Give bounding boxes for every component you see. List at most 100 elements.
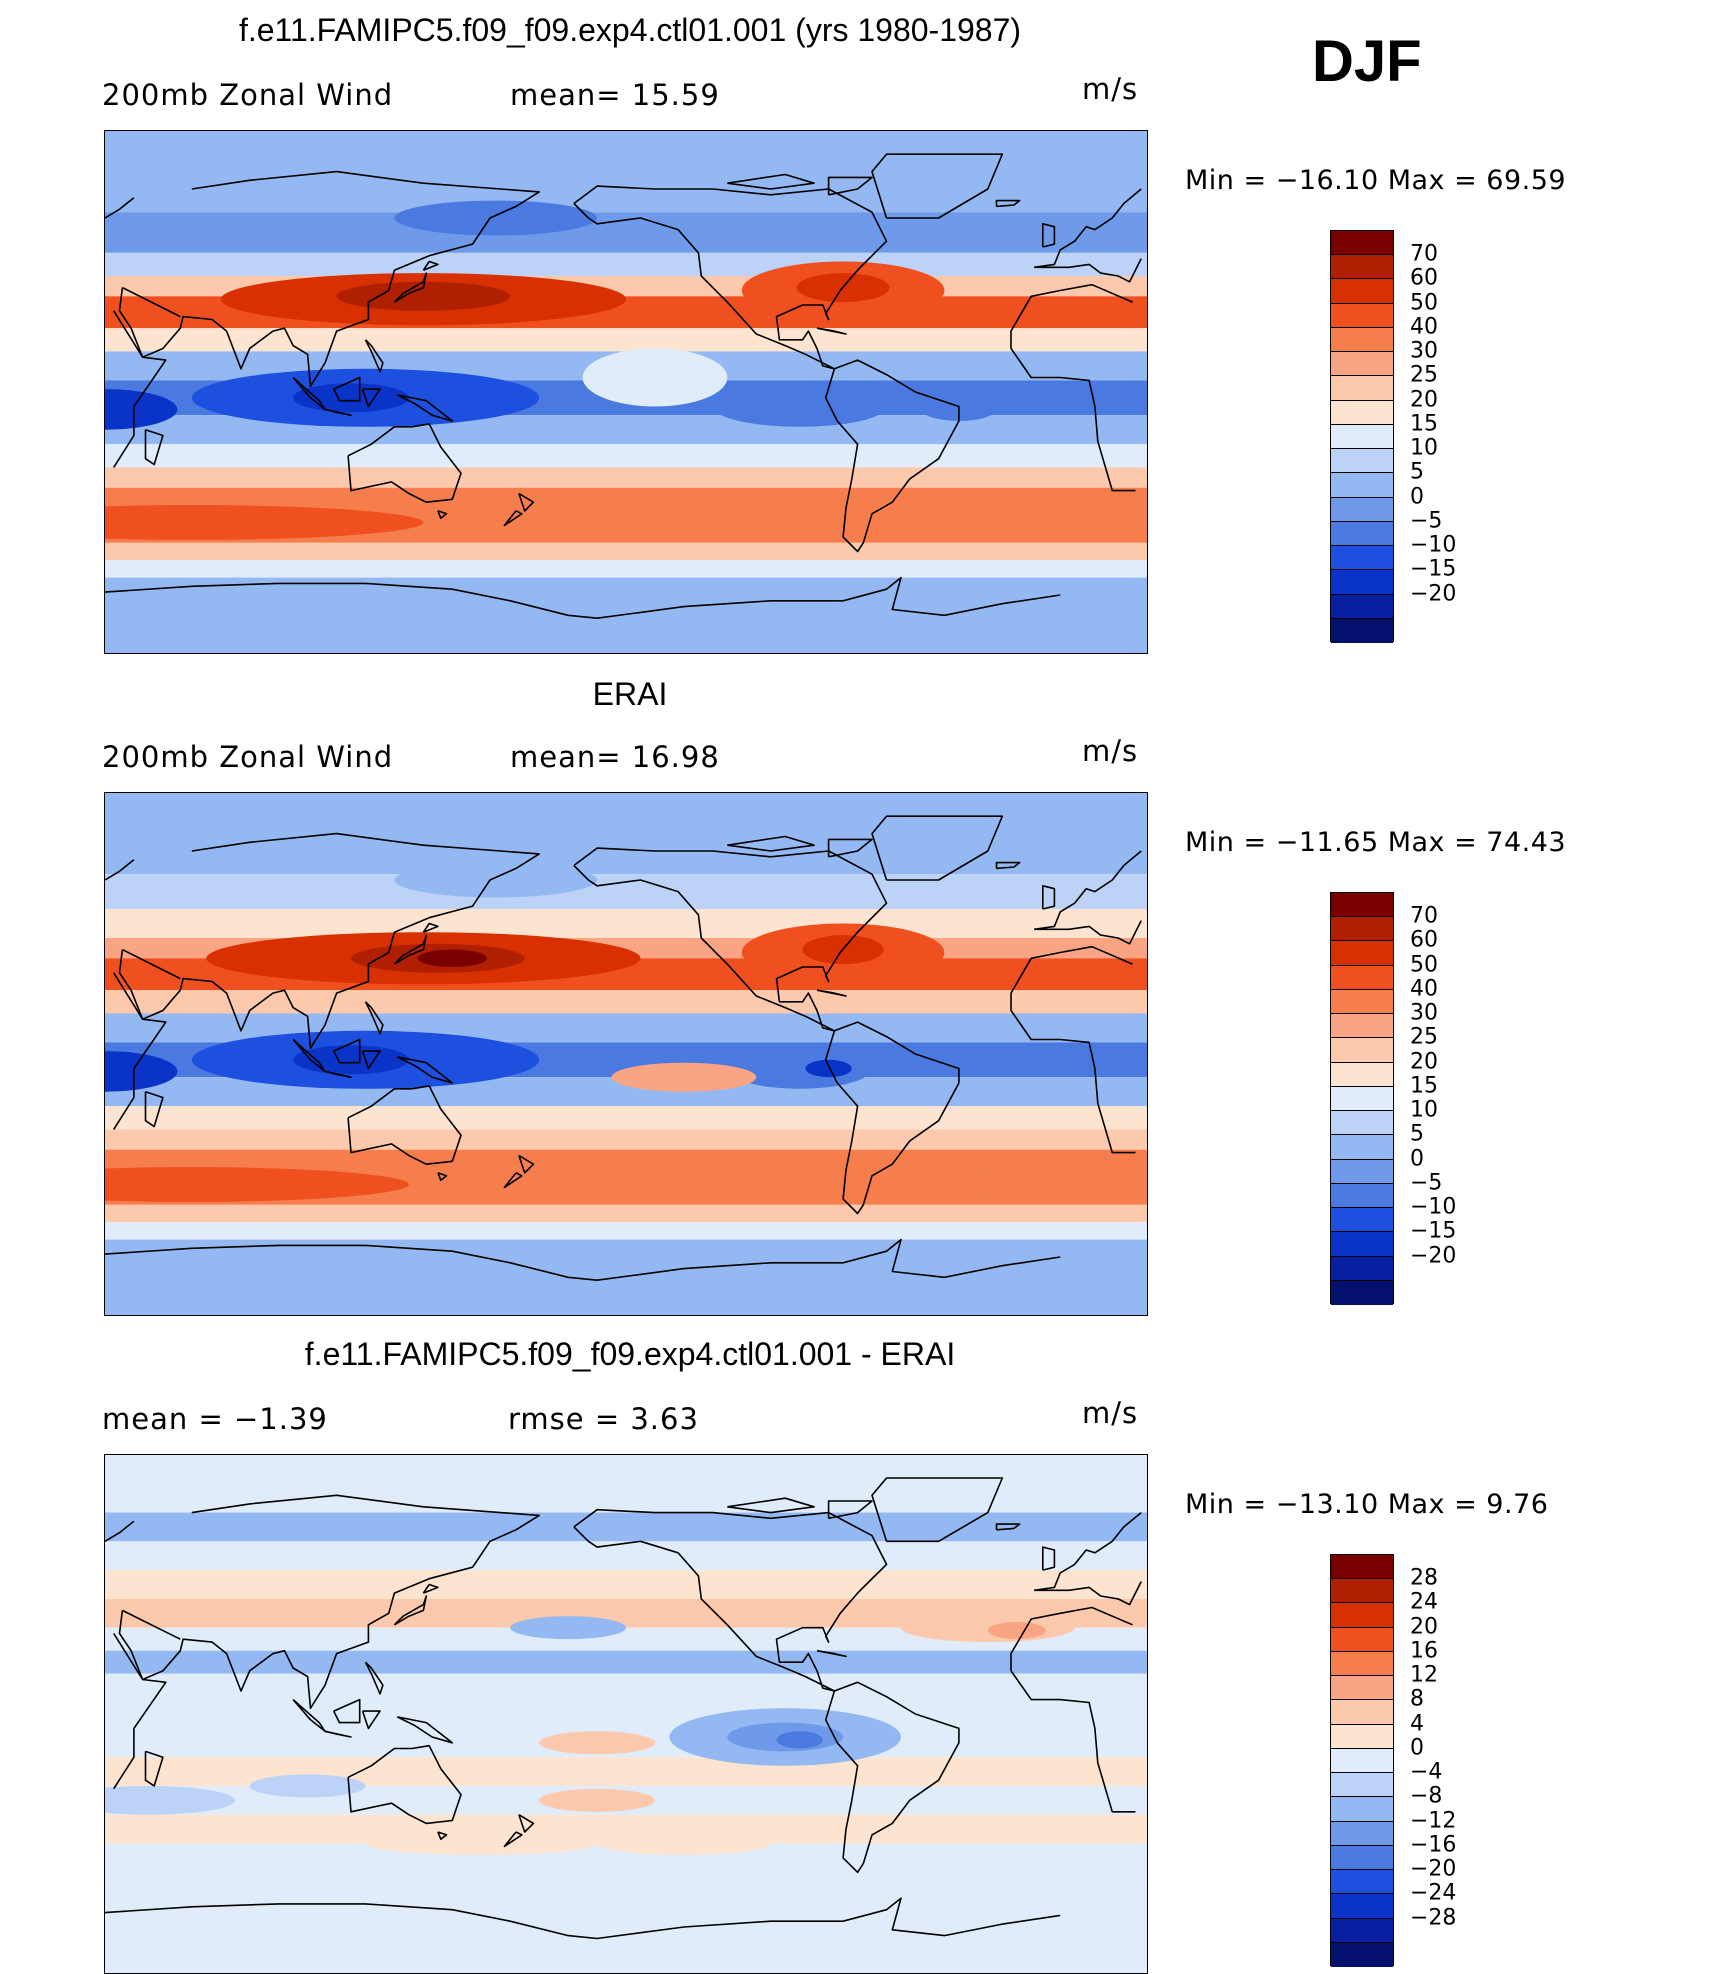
panel2-map <box>104 792 1148 1316</box>
colorbar-tick-label: 30 <box>1410 338 1438 364</box>
panel2-mean: mean= 16.98 <box>510 740 720 774</box>
colorbar-tick-label: 0 <box>1410 1735 1424 1761</box>
coastline <box>518 1814 535 1833</box>
coastline <box>393 272 428 303</box>
contour-region <box>741 505 1032 540</box>
latitude-band <box>105 252 1147 276</box>
colorbar-tick-label: 40 <box>1410 976 1438 1002</box>
panel1-mean: mean= 15.59 <box>510 78 720 112</box>
colorbar-swatch <box>1331 1135 1393 1160</box>
colorbar-swatch <box>1331 1159 1393 1184</box>
colorbar-swatch <box>1331 1651 1393 1677</box>
panel3-rmse: rmse = 3.63 <box>508 1402 699 1436</box>
coastline <box>573 847 888 1032</box>
coastline <box>361 1050 381 1070</box>
colorbar-tick-label: 5 <box>1410 459 1424 485</box>
colorbar-tick-label: 60 <box>1410 265 1438 291</box>
contour-region <box>105 1051 178 1092</box>
colorbar-tick-label: 15 <box>1410 411 1438 437</box>
coastline <box>518 492 535 512</box>
coastline <box>364 1661 384 1695</box>
panel2-variable-label: 200mb Zonal Wind <box>102 740 394 774</box>
colorbar-swatch <box>1331 255 1393 280</box>
colorbar-swatch <box>1331 1676 1393 1701</box>
panel3-title: f.e11.FAMIPC5.f09_f09.exp4.ctl01.001 - E… <box>304 1336 956 1372</box>
latitude-band <box>105 909 1147 938</box>
colorbar-tick-label: 20 <box>1410 1049 1438 1075</box>
colorbar-swatch <box>1331 1821 1393 1846</box>
contour-region <box>776 1731 823 1749</box>
colorbar-swatch <box>1331 1014 1393 1039</box>
coastline <box>437 1172 448 1181</box>
contour-region <box>611 1062 757 1092</box>
panel3-units: m/s <box>1082 1396 1139 1430</box>
colorbar-tick-label: −24 <box>1410 1880 1457 1906</box>
colorbar-swatch <box>1331 570 1393 595</box>
contour-region <box>365 1831 598 1856</box>
coastline <box>105 1511 1142 1606</box>
contour-region <box>394 200 598 236</box>
colorbar-swatch <box>1331 1232 1393 1257</box>
coastline <box>727 835 815 852</box>
contour-region <box>539 1788 655 1812</box>
latitude-band <box>105 874 1147 909</box>
colorbar-tick-label: 0 <box>1410 484 1424 510</box>
panel2-title: ERAI <box>592 676 668 712</box>
colorbar-swatch <box>1331 1038 1393 1063</box>
coastline <box>113 1606 1136 1813</box>
coastline <box>393 1595 428 1626</box>
colorbar-swatch <box>1331 1183 1393 1209</box>
coastline <box>727 173 815 190</box>
panel1-colorbar-labels: 70 60 50 40 30 25 20 15 10 5 0 −5 −10 −15 −20 <box>1410 230 1490 642</box>
panel1-title: f.e11.FAMIPC5.f09_f09.exp4.ctl01.001 (yr… <box>238 12 1022 48</box>
coastline <box>332 1038 361 1064</box>
latitude-band <box>105 1541 1147 1571</box>
season-label: DJF <box>1312 29 1422 94</box>
latitude-band <box>105 1673 1147 1714</box>
latitude-band <box>105 467 1147 488</box>
colorbar-swatch <box>1331 1700 1393 1725</box>
colorbar-swatch <box>1331 1062 1393 1087</box>
colorbar-swatch <box>1331 594 1393 619</box>
contour-region <box>105 389 178 430</box>
panel3-mean: mean = −1.39 <box>102 1402 328 1436</box>
coastline <box>332 1698 361 1724</box>
contour-region <box>249 1774 366 1798</box>
colorbar-swatch <box>1331 231 1393 256</box>
latitude-band <box>105 1570 1147 1599</box>
colorbar-swatch <box>1331 400 1393 425</box>
coastline <box>827 838 873 858</box>
coastline <box>144 428 164 466</box>
contour-region <box>799 1167 1032 1202</box>
coastline <box>364 1001 384 1035</box>
colorbar-swatch <box>1331 1870 1393 1895</box>
colorbar-tick-label: 70 <box>1410 903 1438 929</box>
latitude-band <box>105 1204 1147 1223</box>
colorbar-tick-label: 28 <box>1410 1565 1438 1591</box>
coastline <box>113 945 1136 1154</box>
colorbar-swatch <box>1331 618 1393 643</box>
colorbar-swatch <box>1331 1555 1393 1580</box>
colorbar-tick-label: −20 <box>1410 581 1457 607</box>
contour-region <box>417 949 488 967</box>
latitude-band <box>105 560 1147 578</box>
colorbar-tick-label: −12 <box>1410 1808 1457 1834</box>
colorbar-tick-label: −4 <box>1410 1759 1443 1785</box>
colorbar-tick-label: 30 <box>1410 1000 1438 1026</box>
colorbar-swatch <box>1331 1208 1393 1233</box>
coastline <box>105 576 1061 619</box>
coastline <box>518 1154 535 1174</box>
coastline <box>816 1649 847 1658</box>
latitude-band <box>105 1222 1147 1240</box>
colorbar-swatch <box>1331 917 1393 942</box>
contour-region <box>336 281 511 311</box>
panel3-minmax: Min = −13.10 Max = 9.76 <box>1185 1489 1549 1520</box>
colorbar-swatch <box>1331 1773 1393 1798</box>
colorbar-tick-label: −15 <box>1410 556 1457 582</box>
panel1-minmax: Min = −16.10 Max = 69.59 <box>1185 165 1567 196</box>
colorbar-tick-label: 20 <box>1410 387 1438 413</box>
contour-region <box>510 1616 626 1640</box>
colorbar-swatch <box>1331 965 1393 990</box>
coastline <box>573 1508 888 1692</box>
colorbar-swatch <box>1331 279 1393 304</box>
